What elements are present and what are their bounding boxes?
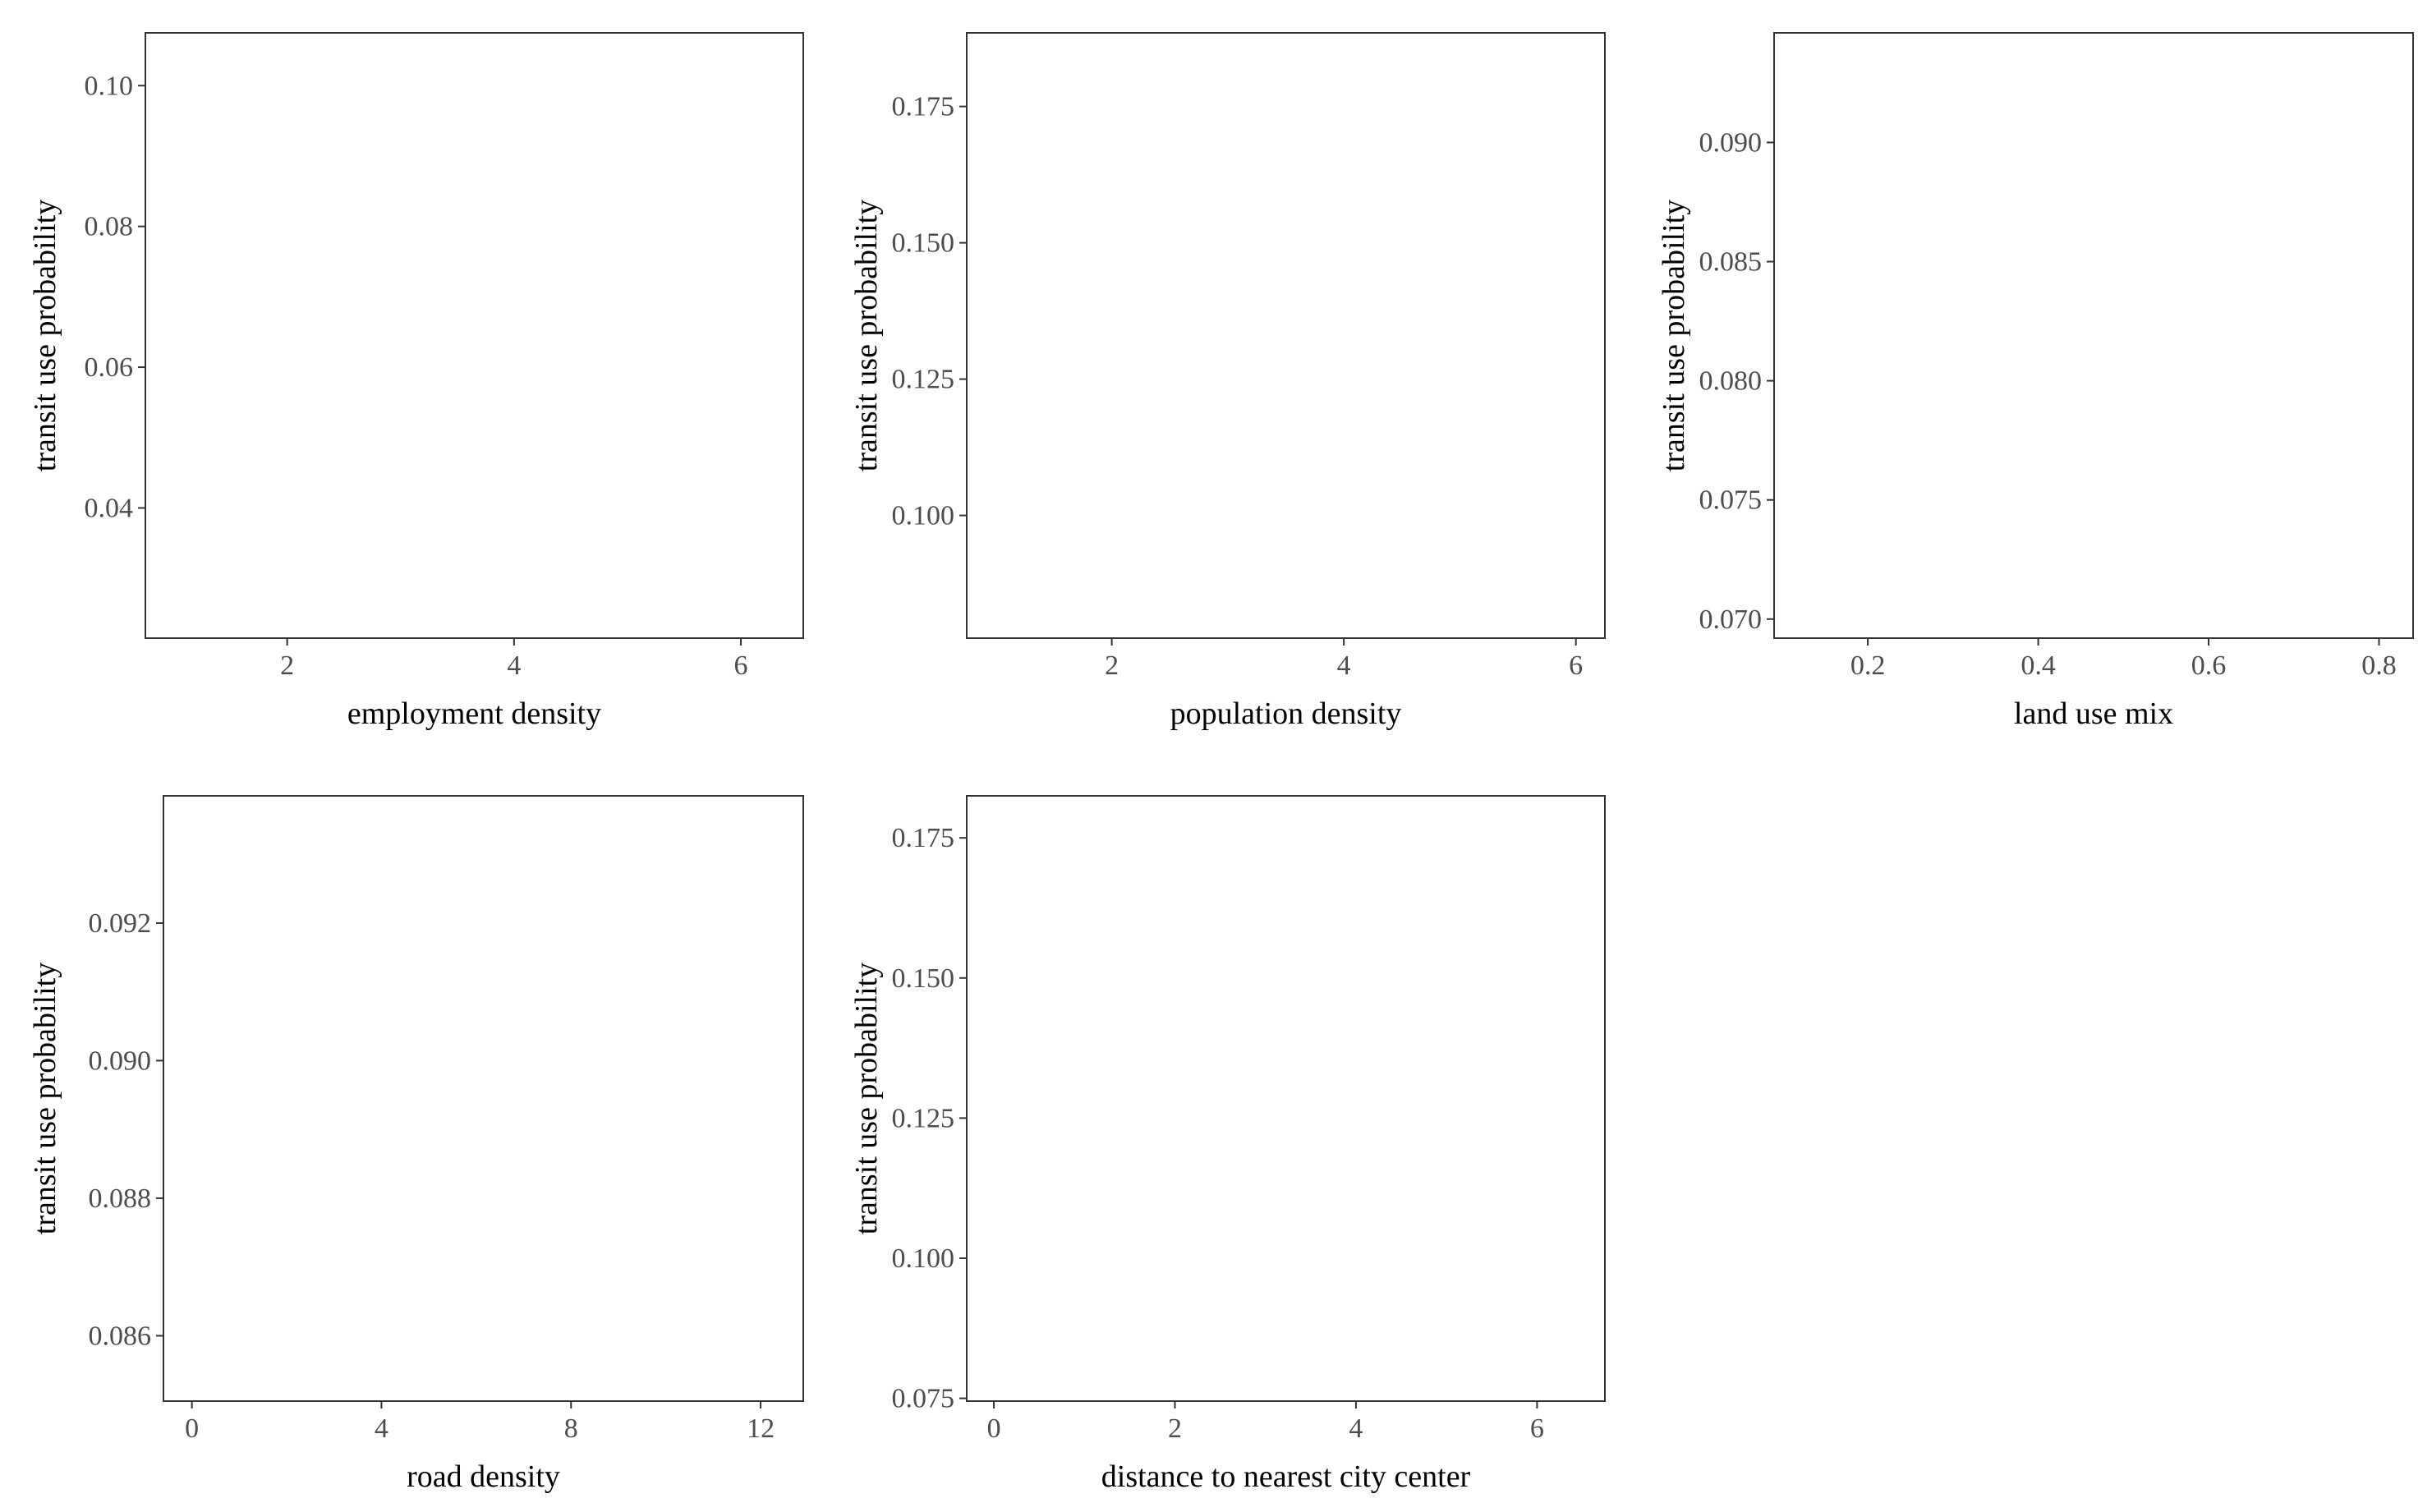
y-tick-label: 0.090 <box>89 1046 152 1076</box>
x-tick-label: 8 <box>564 1413 578 1444</box>
y-tick-label: 0.090 <box>1699 127 1763 158</box>
y-tick-label: 0.100 <box>892 1243 955 1274</box>
x-tick-label: 4 <box>1349 1413 1363 1444</box>
y-tick-label: 0.075 <box>892 1384 955 1414</box>
y-tick-label: 0.06 <box>85 352 134 383</box>
chart-panel-3: 0.2 0.4 0.6 0.8 0.070 0.075 0.080 0.085 0.090 lan… <box>1657 32 2414 731</box>
x-tick-label: 2 <box>280 650 294 681</box>
panel-border <box>966 32 1606 639</box>
x-tick-label: 2 <box>1105 650 1119 681</box>
x-tick-label: 4 <box>1337 650 1351 681</box>
x-tick-label: 4 <box>375 1413 388 1444</box>
y-tick-label: 0.10 <box>85 71 134 101</box>
y-tick-label: 0.086 <box>89 1321 152 1351</box>
y-tick-label: 0.070 <box>1699 604 1763 635</box>
x-axis-title: land use mix <box>2014 696 2173 731</box>
x-axis-title: population density <box>1170 696 1402 731</box>
y-axis-title: transit use probability <box>28 963 62 1234</box>
chart-panel-2: 2 4 6 0.100 0.125 0.150 0.175 population densit… <box>849 32 1606 731</box>
y-tick-label: 0.080 <box>1699 366 1763 397</box>
y-tick-label: 0.075 <box>1699 485 1763 516</box>
y-axis-title: transit use probability <box>28 200 62 471</box>
x-tick-label: 0 <box>987 1413 1001 1444</box>
y-tick-label: 0.125 <box>892 365 955 395</box>
x-tick-label: 6 <box>1569 650 1583 681</box>
chart-panel-1: 2 4 6 0.04 0.06 0.08 0.10 employment density tra… <box>28 32 804 731</box>
y-tick-label: 0.125 <box>892 1103 955 1133</box>
y-tick-label: 0.100 <box>892 501 955 531</box>
y-tick-label: 0.088 <box>89 1183 152 1214</box>
x-axis-title: distance to nearest city center <box>1101 1459 1471 1494</box>
x-tick-label: 0.6 <box>2191 650 2227 681</box>
panel-border <box>1773 32 2414 639</box>
x-tick-label: 6 <box>734 650 748 681</box>
y-axis-title: transit use probability <box>1657 200 1691 471</box>
x-tick-label: 6 <box>1530 1413 1544 1444</box>
panel-border <box>163 795 804 1402</box>
chart-panel-4: 0 4 8 12 0.086 0.088 0.090 0.092 road density tra… <box>28 795 804 1494</box>
y-axis-title: transit use probability <box>849 200 884 471</box>
panel-border <box>966 795 1606 1402</box>
y-axis-title: transit use probability <box>849 963 884 1234</box>
x-tick-label: 0.2 <box>1850 650 1886 681</box>
y-tick-label: 0.150 <box>892 228 955 259</box>
x-tick-label: 4 <box>507 650 521 681</box>
x-tick-label: 12 <box>747 1413 775 1444</box>
x-tick-label: 0 <box>185 1413 199 1444</box>
chart-panel-5: 0 2 4 6 0.075 0.100 0.125 0.150 0.175 distance to… <box>849 795 1606 1494</box>
y-tick-label: 0.175 <box>892 92 955 122</box>
y-tick-label: 0.08 <box>85 212 134 242</box>
x-tick-label: 0.4 <box>2021 650 2056 681</box>
x-axis-title: employment density <box>347 696 601 731</box>
panel-border <box>145 32 804 639</box>
y-tick-label: 0.04 <box>85 493 134 523</box>
x-tick-label: 2 <box>1168 1413 1182 1444</box>
y-tick-label: 0.150 <box>892 963 955 994</box>
y-tick-label: 0.175 <box>892 823 955 853</box>
x-axis-title: road density <box>407 1459 560 1494</box>
y-tick-label: 0.092 <box>89 908 152 939</box>
y-tick-label: 0.085 <box>1699 247 1763 278</box>
x-tick-label: 0.8 <box>2361 650 2397 681</box>
